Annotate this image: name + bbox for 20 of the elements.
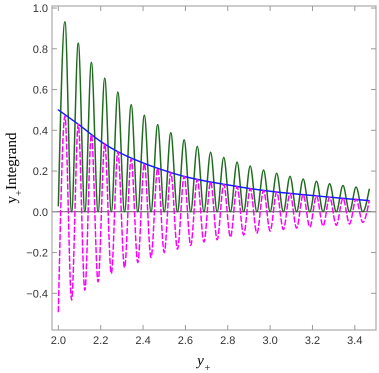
- y-tick-label: 0.2: [32, 166, 48, 178]
- x-axis-title: y$_{+}$: [195, 353, 211, 373]
- x-tick-label: 2.6: [178, 335, 194, 347]
- y-tick-label: −0.4: [26, 288, 48, 300]
- line-series: [58, 109, 370, 202]
- x-tick-label: 2.4: [135, 335, 151, 347]
- y-tick-label: 0.0: [32, 206, 48, 219]
- x-tick-label: 2.8: [220, 335, 236, 347]
- x-tick-label: 2.2: [93, 335, 108, 347]
- y-tick-label: 0.6: [32, 84, 48, 97]
- line-series: [58, 21, 370, 213]
- y-tick-label: 0.8: [32, 44, 48, 56]
- y-tick-label: 1.0: [32, 3, 48, 16]
- x-tick-label: 3.2: [304, 335, 320, 347]
- y-tick-label: −0.2: [26, 248, 48, 260]
- x-tick-label: 3.0: [262, 335, 278, 347]
- line-series: [58, 115, 370, 312]
- y-tick-label: 0.4: [32, 125, 48, 138]
- x-tick-label: 3.4: [347, 335, 362, 347]
- x-tick-label: 2.0: [50, 335, 66, 347]
